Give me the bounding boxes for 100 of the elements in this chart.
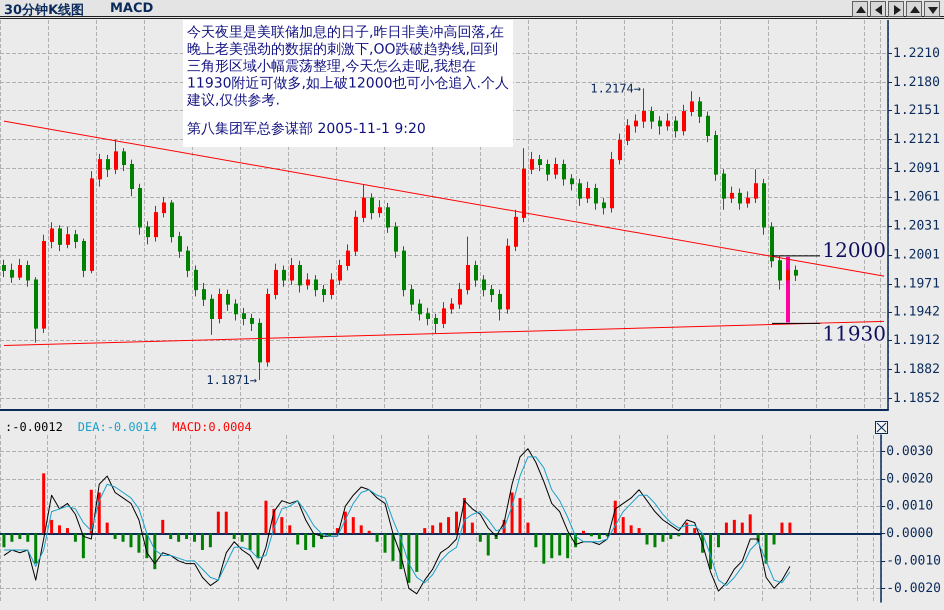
chart-subtitle: MACD — [110, 1, 154, 16]
bar — [153, 534, 156, 570]
candlestick — [466, 236, 470, 295]
annotation: 第八集团军总参谋部 2005-11-1 9:20 — [187, 121, 426, 137]
candlestick — [98, 153, 102, 188]
candlestick — [666, 112, 670, 132]
annotation: 1.1871→ — [206, 373, 257, 388]
bar — [470, 522, 474, 534]
bar — [177, 534, 180, 542]
bar — [240, 534, 244, 542]
candlestick — [290, 257, 294, 286]
candlestick — [746, 190, 750, 208]
annotation: 11930 — [822, 321, 886, 346]
y-tick-label: 1.1882 — [893, 362, 940, 378]
candlestick — [650, 106, 654, 130]
candlestick — [642, 88, 646, 128]
bar — [630, 525, 633, 534]
bar — [486, 534, 490, 556]
candlestick — [282, 265, 286, 288]
candlestick — [362, 184, 366, 223]
candlestick — [450, 298, 454, 314]
bar — [622, 517, 625, 534]
candlestick — [258, 318, 262, 381]
candlestick — [186, 246, 190, 278]
bar — [558, 534, 562, 556]
bar — [66, 528, 69, 534]
candlestick — [402, 246, 406, 297]
bar — [232, 534, 236, 540]
bar — [542, 534, 546, 564]
candlestick — [754, 168, 758, 204]
candlestick — [162, 196, 166, 218]
bar — [280, 517, 284, 534]
candlestick — [698, 96, 702, 124]
bar — [114, 534, 117, 540]
candlestick — [578, 178, 582, 206]
candlestick — [378, 200, 382, 218]
candlestick — [490, 284, 494, 303]
bar — [304, 534, 308, 550]
bar — [296, 534, 300, 545]
annotation: 今天夜里是美联储加息的日子,昨日非美冲高回落,在晚上老美强劲的数据的刺激下,OO跌破趋势线,回到三角形区域小幅震荡整理,今天怎么走呢,我想在11930附近可做多,如上破12000也可小仓追入.个人建议,仅供参考. — [186, 24, 509, 108]
bar — [122, 534, 125, 542]
bar — [2, 534, 6, 548]
bar — [423, 528, 426, 534]
bar — [137, 534, 140, 553]
candlestick — [522, 148, 526, 223]
candlestick — [610, 151, 614, 214]
candlestick — [386, 202, 390, 234]
text: MACD:0.0004 — [172, 420, 252, 434]
bar — [312, 534, 316, 548]
candlestick — [346, 244, 350, 271]
y-tick-label: 1.2151 — [893, 103, 940, 118]
candlestick — [394, 222, 398, 258]
y-tick-label: 0.0000 — [886, 526, 934, 542]
y-tick-label: 1.2061 — [893, 190, 940, 205]
candlestick — [634, 114, 638, 134]
candlestick — [482, 274, 486, 297]
candlestick — [250, 313, 254, 332]
bar — [764, 534, 768, 564]
candlestick — [538, 154, 542, 172]
bar — [407, 534, 410, 583]
candlestick — [314, 274, 318, 297]
bar — [58, 525, 62, 534]
candlestick — [498, 289, 502, 321]
bar — [550, 534, 554, 558]
y-tick-label: 1.2210 — [893, 46, 940, 62]
bar — [431, 525, 434, 534]
bar — [360, 525, 363, 534]
candlestick — [602, 198, 606, 216]
candlestick — [170, 200, 174, 243]
candlestick — [762, 178, 766, 236]
bar — [478, 534, 482, 542]
candlestick — [338, 259, 342, 286]
candlestick — [722, 168, 726, 210]
bar — [748, 514, 752, 534]
candlestick — [130, 159, 134, 197]
candlestick — [514, 209, 518, 252]
bar — [661, 534, 664, 542]
candlestick — [58, 224, 62, 252]
bar — [10, 534, 14, 542]
candlestick — [330, 272, 334, 300]
candlestick — [426, 307, 430, 326]
y-tick-label: 1.2001 — [893, 247, 940, 262]
bar — [82, 534, 85, 558]
bar — [391, 534, 394, 561]
bar — [200, 534, 204, 550]
candlestick — [146, 220, 150, 245]
bar — [566, 534, 570, 558]
candlestick — [354, 210, 358, 256]
text: :-0.0012 — [5, 420, 63, 434]
bar — [510, 492, 514, 534]
candlestick — [210, 294, 214, 336]
annotation: 1.2174→ — [590, 81, 641, 96]
y-tick-label: -0.0020 — [886, 580, 942, 596]
y-tick-label: 1.2091 — [893, 160, 940, 176]
candlestick — [618, 133, 622, 165]
candlestick — [106, 154, 110, 178]
candlestick — [658, 116, 662, 136]
bar — [74, 534, 77, 542]
candlestick — [506, 238, 510, 314]
bar — [34, 534, 38, 564]
